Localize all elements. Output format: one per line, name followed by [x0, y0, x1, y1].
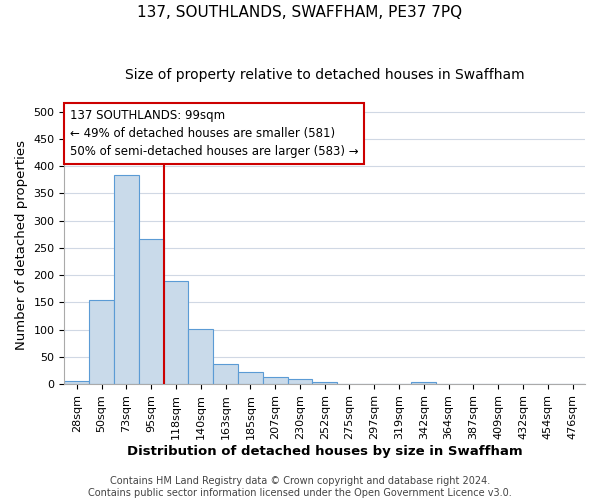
Bar: [263, 377, 287, 384]
X-axis label: Distribution of detached houses by size in Swaffham: Distribution of detached houses by size …: [127, 444, 523, 458]
Bar: [114, 176, 139, 384]
Text: 137, SOUTHLANDS, SWAFFHAM, PE37 7PQ: 137, SOUTHLANDS, SWAFFHAM, PE37 7PQ: [137, 5, 463, 20]
Y-axis label: Number of detached properties: Number of detached properties: [15, 140, 28, 350]
Text: 137 SOUTHLANDS: 99sqm
← 49% of detached houses are smaller (581)
50% of semi-det: 137 SOUTHLANDS: 99sqm ← 49% of detached …: [70, 109, 358, 158]
Bar: [412, 382, 436, 384]
Bar: [188, 328, 213, 384]
Text: Contains HM Land Registry data © Crown copyright and database right 2024.
Contai: Contains HM Land Registry data © Crown c…: [88, 476, 512, 498]
Bar: [238, 372, 263, 384]
Bar: [287, 379, 313, 384]
Bar: [89, 300, 114, 384]
Bar: [64, 381, 89, 384]
Title: Size of property relative to detached houses in Swaffham: Size of property relative to detached ho…: [125, 68, 524, 82]
Bar: [213, 364, 238, 384]
Bar: [139, 238, 164, 384]
Bar: [164, 280, 188, 384]
Bar: [313, 382, 337, 384]
